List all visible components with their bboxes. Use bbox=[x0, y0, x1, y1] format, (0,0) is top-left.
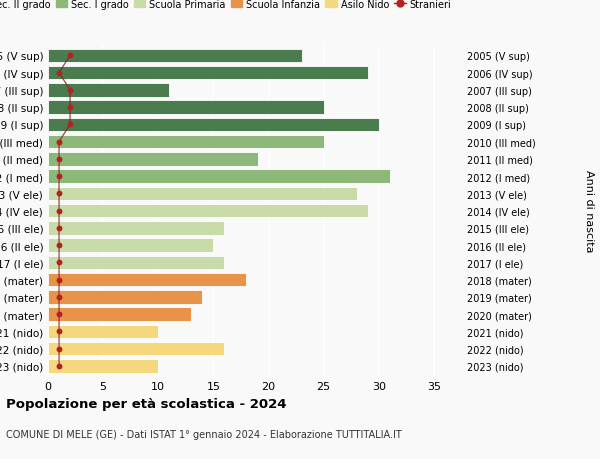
Bar bbox=[48, 67, 368, 80]
Bar bbox=[48, 135, 323, 149]
Point bbox=[54, 259, 64, 266]
Point bbox=[65, 87, 75, 95]
Point bbox=[54, 139, 64, 146]
Bar bbox=[48, 118, 379, 132]
Bar bbox=[48, 187, 357, 201]
Bar bbox=[48, 273, 247, 287]
Point bbox=[65, 104, 75, 112]
Bar bbox=[48, 170, 390, 184]
Bar bbox=[48, 222, 224, 235]
Point bbox=[54, 294, 64, 301]
Point bbox=[54, 328, 64, 335]
Point bbox=[54, 173, 64, 180]
Bar bbox=[48, 325, 158, 338]
Bar bbox=[48, 308, 191, 321]
Point bbox=[54, 276, 64, 284]
Bar bbox=[48, 359, 158, 373]
Text: Popolazione per età scolastica - 2024: Popolazione per età scolastica - 2024 bbox=[6, 397, 287, 410]
Point bbox=[54, 242, 64, 249]
Point bbox=[54, 311, 64, 318]
Point bbox=[54, 363, 64, 370]
Legend: Sec. II grado, Sec. I grado, Scuola Primaria, Scuola Infanzia, Asilo Nido, Stran: Sec. II grado, Sec. I grado, Scuola Prim… bbox=[0, 0, 451, 10]
Bar bbox=[48, 204, 368, 218]
Point bbox=[54, 190, 64, 197]
Bar bbox=[48, 291, 202, 304]
Bar bbox=[48, 50, 302, 63]
Bar bbox=[48, 342, 224, 356]
Text: COMUNE DI MELE (GE) - Dati ISTAT 1° gennaio 2024 - Elaborazione TUTTITALIA.IT: COMUNE DI MELE (GE) - Dati ISTAT 1° genn… bbox=[6, 429, 402, 439]
Bar bbox=[48, 153, 257, 166]
Point bbox=[54, 207, 64, 215]
Bar bbox=[48, 256, 224, 269]
Text: Anni di nascita: Anni di nascita bbox=[584, 170, 594, 252]
Point bbox=[54, 345, 64, 353]
Bar bbox=[48, 101, 323, 115]
Bar bbox=[48, 84, 169, 97]
Point bbox=[54, 156, 64, 163]
Point bbox=[54, 225, 64, 232]
Point bbox=[54, 70, 64, 77]
Bar bbox=[48, 239, 214, 252]
Point bbox=[65, 52, 75, 60]
Point bbox=[65, 121, 75, 129]
